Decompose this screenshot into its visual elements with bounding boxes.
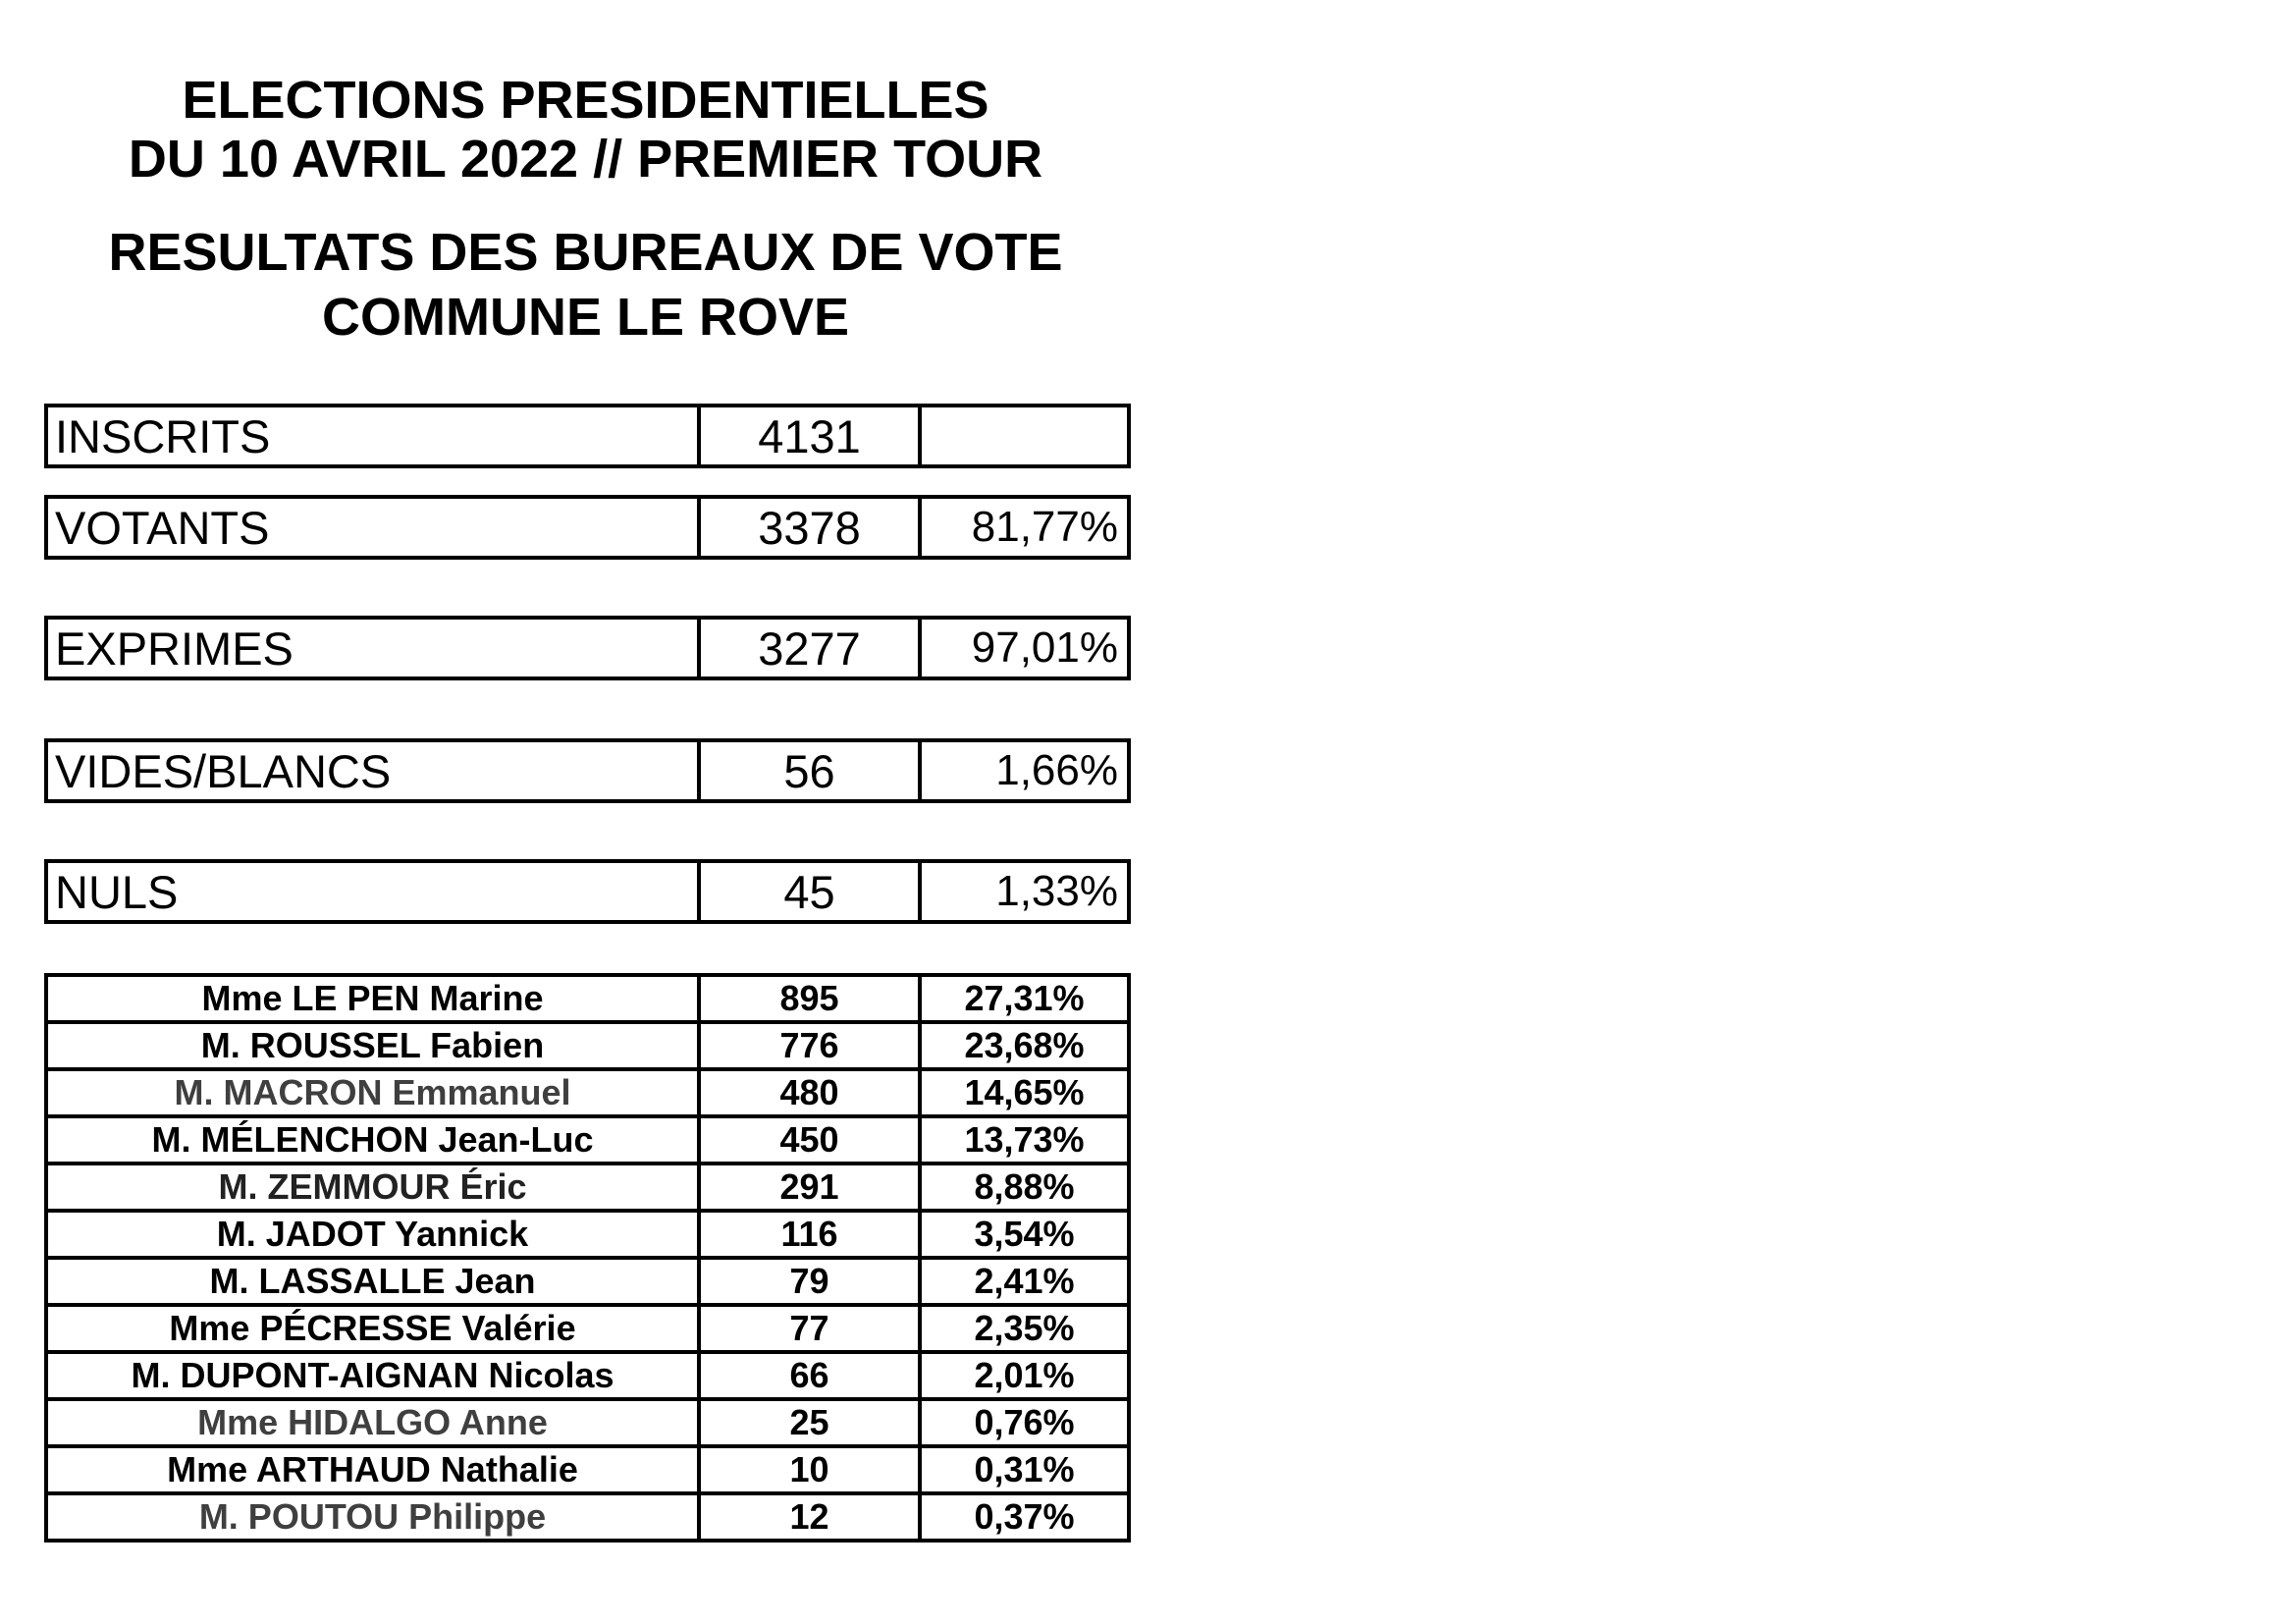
summary-row: VIDES/BLANCS 56 1,66% [44, 738, 1131, 803]
summary-row: EXPRIMES 3277 97,01% [44, 616, 1131, 680]
candidate-votes-cell: 480 [697, 1067, 922, 1118]
summary-value-cell: 45 [697, 859, 922, 924]
candidate-votes-cell: 66 [697, 1350, 922, 1401]
candidate-percent-cell: 8,88% [918, 1162, 1131, 1213]
candidate-name-cell: M. JADOT Yannick [44, 1209, 701, 1260]
summary-value-cell: 56 [697, 738, 922, 803]
candidate-row: M. POUTOU Philippe 12 0,37% [44, 1491, 1131, 1543]
summary-percent-cell: 97,01% [918, 616, 1131, 680]
candidate-row: M. MÉLENCHON Jean-Luc 450 13,73% [44, 1114, 1131, 1165]
summary-percent-cell [918, 404, 1131, 468]
candidate-row: M. JADOT Yannick 116 3,54% [44, 1209, 1131, 1260]
candidate-votes-cell: 12 [697, 1491, 922, 1543]
summary-label-cell: INSCRITS [44, 404, 701, 468]
candidate-row: Mme LE PEN Marine 895 27,31% [44, 973, 1131, 1024]
summary-table: EXPRIMES 3277 97,01% [44, 616, 1131, 680]
summary-value-cell: 3277 [697, 616, 922, 680]
candidate-row: Mme HIDALGO Anne 25 0,76% [44, 1397, 1131, 1448]
candidate-name-cell: M. LASSALLE Jean [44, 1256, 701, 1307]
summary-table: VIDES/BLANCS 56 1,66% [44, 738, 1131, 803]
summary-row: NULS 45 1,33% [44, 859, 1131, 924]
summary-label-cell: VOTANTS [44, 495, 701, 560]
candidate-percent-cell: 2,41% [918, 1256, 1131, 1307]
candidate-votes-cell: 291 [697, 1162, 922, 1213]
candidate-row: M. ROUSSEL Fabien 776 23,68% [44, 1020, 1131, 1071]
candidate-percent-cell: 3,54% [918, 1209, 1131, 1260]
candidate-percent-cell: 27,31% [918, 973, 1131, 1024]
candidate-name-cell: M. POUTOU Philippe [44, 1491, 701, 1543]
summary-label-cell: VIDES/BLANCS [44, 738, 701, 803]
candidate-row: M. ZEMMOUR Éric 291 8,88% [44, 1162, 1131, 1213]
candidate-votes-cell: 79 [697, 1256, 922, 1307]
summary-percent-cell: 1,33% [918, 859, 1131, 924]
candidate-row: M. DUPONT-AIGNAN Nicolas 66 2,01% [44, 1350, 1131, 1401]
candidate-row: Mme PÉCRESSE Valérie 77 2,35% [44, 1303, 1131, 1354]
candidate-name-cell: M. MÉLENCHON Jean-Luc [44, 1114, 701, 1165]
summary-row: INSCRITS 4131 [44, 404, 1131, 468]
candidate-percent-cell: 0,37% [918, 1491, 1131, 1543]
candidate-percent-cell: 14,65% [918, 1067, 1131, 1118]
summary-percent-cell: 81,77% [918, 495, 1131, 560]
summary-table: INSCRITS 4131 [44, 404, 1131, 468]
candidate-percent-cell: 2,35% [918, 1303, 1131, 1354]
summary-table: NULS 45 1,33% [44, 859, 1131, 924]
candidate-votes-cell: 116 [697, 1209, 922, 1260]
summary-value-cell: 3378 [697, 495, 922, 560]
candidate-votes-cell: 10 [697, 1444, 922, 1495]
candidates-table: Mme LE PEN Marine 895 27,31% M. ROUSSEL … [44, 973, 1131, 1543]
summary-percent-cell: 1,66% [918, 738, 1131, 803]
candidate-percent-cell: 0,76% [918, 1397, 1131, 1448]
candidate-votes-cell: 450 [697, 1114, 922, 1165]
summary-label-cell: NULS [44, 859, 701, 924]
candidate-votes-cell: 77 [697, 1303, 922, 1354]
candidate-percent-cell: 23,68% [918, 1020, 1131, 1071]
summary-row: VOTANTS 3378 81,77% [44, 495, 1131, 560]
summary-label-cell: EXPRIMES [44, 616, 701, 680]
candidate-row: M. MACRON Emmanuel 480 14,65% [44, 1067, 1131, 1118]
candidate-votes-cell: 776 [697, 1020, 922, 1071]
summary-value-cell: 4131 [697, 404, 922, 468]
candidate-name-cell: M. DUPONT-AIGNAN Nicolas [44, 1350, 701, 1401]
candidate-votes-cell: 25 [697, 1397, 922, 1448]
candidate-name-cell: Mme HIDALGO Anne [44, 1397, 701, 1448]
candidate-name-cell: M. ROUSSEL Fabien [44, 1020, 701, 1071]
candidate-row: M. LASSALLE Jean 79 2,41% [44, 1256, 1131, 1307]
candidate-name-cell: Mme PÉCRESSE Valérie [44, 1303, 701, 1354]
candidate-row: Mme ARTHAUD Nathalie 10 0,31% [44, 1444, 1131, 1495]
candidates-table-body: Mme LE PEN Marine 895 27,31% M. ROUSSEL … [44, 973, 1131, 1543]
candidate-name-cell: M. MACRON Emmanuel [44, 1067, 701, 1118]
candidate-percent-cell: 2,01% [918, 1350, 1131, 1401]
candidate-name-cell: Mme LE PEN Marine [44, 973, 701, 1024]
candidate-votes-cell: 895 [697, 973, 922, 1024]
candidate-percent-cell: 13,73% [918, 1114, 1131, 1165]
summary-table: VOTANTS 3378 81,77% [44, 495, 1131, 560]
candidate-name-cell: Mme ARTHAUD Nathalie [44, 1444, 701, 1495]
candidate-name-cell: M. ZEMMOUR Éric [44, 1162, 701, 1213]
page-subtitle: RESULTATS DES BUREAUX DE VOTE COMMUNE LE… [108, 223, 1063, 347]
page-title: ELECTIONS PRESIDENTIELLES DU 10 AVRIL 20… [128, 71, 1043, 189]
candidate-percent-cell: 0,31% [918, 1444, 1131, 1495]
